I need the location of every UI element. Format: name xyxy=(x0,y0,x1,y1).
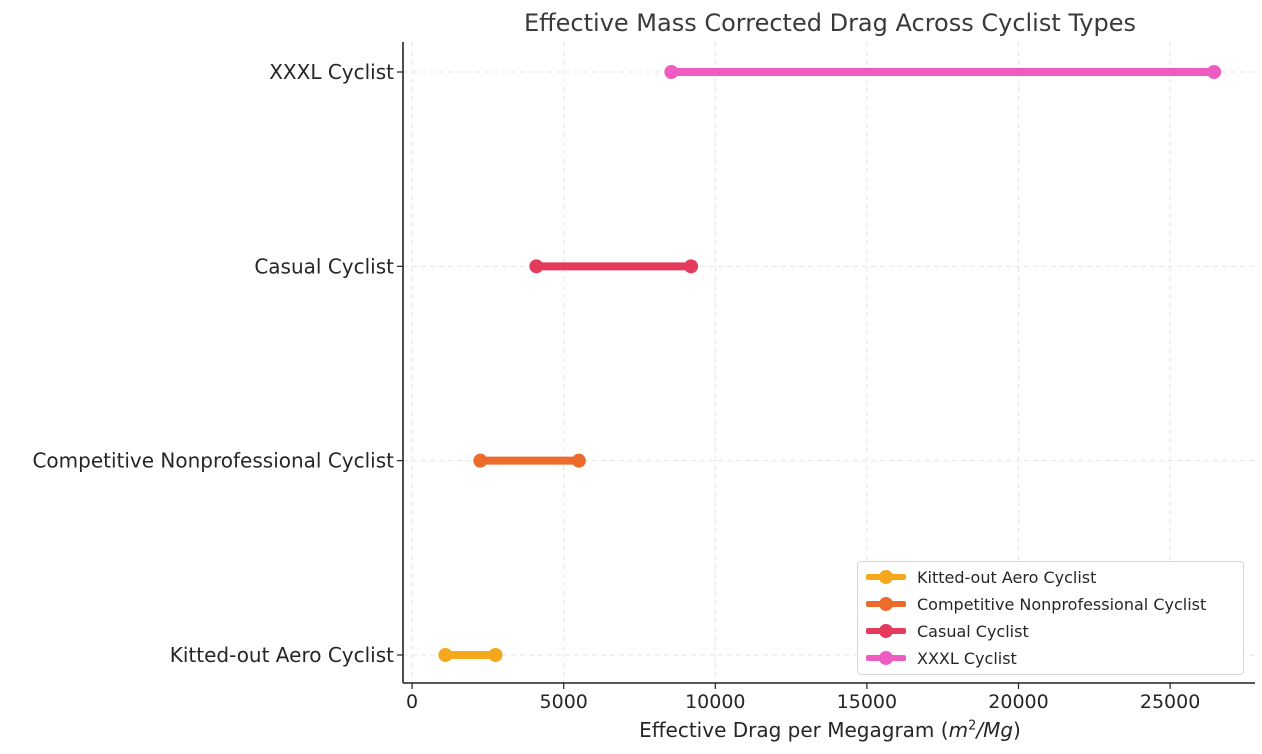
x-axis-label-unit-rest: /Mg xyxy=(976,718,1014,742)
x-tick-label: 20000 xyxy=(988,691,1048,713)
range-max-marker xyxy=(1207,65,1222,79)
chart-legend: Kitted-out Aero Cyclist Competitive Nonp… xyxy=(857,561,1244,675)
y-tick-label: Competitive Nonprofessional Cyclist xyxy=(32,449,394,473)
legend-label: Competitive Nonprofessional Cyclist xyxy=(917,594,1207,614)
x-tick-label: 15000 xyxy=(837,691,897,713)
x-axis-label-suffix: ) xyxy=(1013,718,1021,742)
chart-title: Effective Mass Corrected Drag Across Cyc… xyxy=(523,9,1137,37)
legend-swatch-casual xyxy=(864,619,908,643)
legend-item-casual: Casual Cyclist xyxy=(864,619,1029,643)
x-axis-label: Effective Drag per Megagram (m2/Mg) xyxy=(405,716,1255,744)
x-tick-label: 0 xyxy=(406,691,418,713)
x-tick-label: 5000 xyxy=(540,691,588,713)
x-axis-label-unit-sup: 2 xyxy=(968,718,977,734)
x-axis-label-prefix: Effective Drag per Megagram ( xyxy=(639,718,949,742)
legend-swatch-kitted-out-aero xyxy=(864,565,908,589)
range-max-marker xyxy=(571,453,586,468)
range-min-marker xyxy=(438,648,453,662)
range-max-marker xyxy=(684,259,699,274)
legend-label: Kitted-out Aero Cyclist xyxy=(917,567,1097,587)
range-min-marker xyxy=(664,65,679,79)
legend-item-competitive-nonprofessional: Competitive Nonprofessional Cyclist xyxy=(864,592,1206,616)
legend-marker xyxy=(879,651,893,665)
x-tick-label: 25000 xyxy=(1140,691,1200,713)
legend-item-kitted-out-aero: Kitted-out Aero Cyclist xyxy=(864,565,1096,589)
range-min-marker xyxy=(473,453,488,468)
y-tick-label: XXXL Cyclist xyxy=(269,60,394,84)
legend-swatch-xxxl xyxy=(864,646,908,670)
range-min-marker xyxy=(529,259,544,274)
x-axis-label-unit-base: m xyxy=(948,718,969,742)
legend-marker xyxy=(879,570,893,584)
y-tick-label: Casual Cyclist xyxy=(254,254,394,278)
legend-item-xxxl: XXXL Cyclist xyxy=(864,646,1017,670)
legend-label: Casual Cyclist xyxy=(917,621,1029,641)
legend-label: XXXL Cyclist xyxy=(917,648,1017,668)
legend-swatch-competitive-nonprofessional xyxy=(864,592,908,616)
range-max-marker xyxy=(488,648,503,662)
x-tick-label: 10000 xyxy=(685,691,745,713)
legend-marker xyxy=(879,597,893,611)
y-tick-label: Kitted-out Aero Cyclist xyxy=(170,643,394,667)
legend-marker xyxy=(879,624,893,638)
